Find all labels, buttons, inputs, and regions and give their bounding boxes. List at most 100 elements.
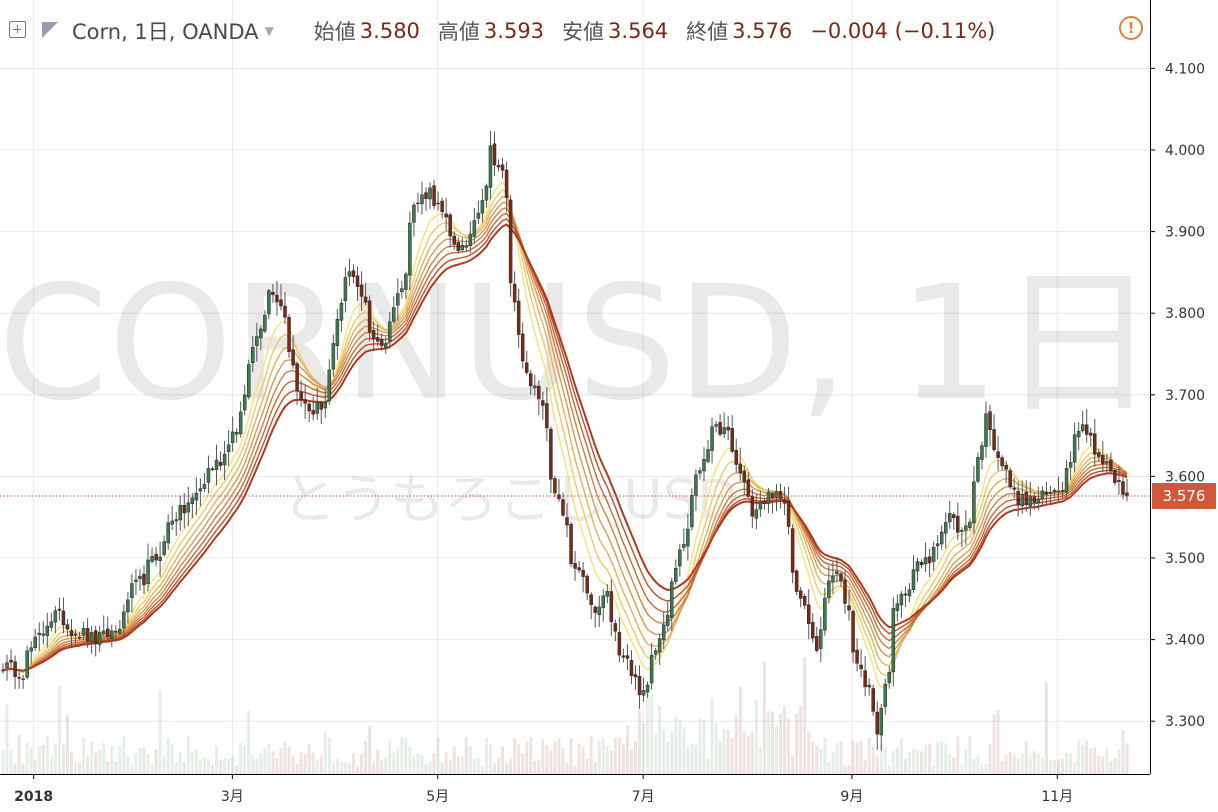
volume-bar [472, 758, 476, 774]
volume-bar [134, 752, 138, 774]
volume-bar [186, 736, 190, 774]
volume-bar [142, 747, 146, 774]
volume-bar [480, 765, 484, 774]
volume-bar [126, 756, 130, 774]
volume-bar [275, 758, 279, 774]
volume-bar [351, 753, 355, 774]
volume-bar [356, 765, 360, 774]
candle-body [992, 429, 996, 450]
candle-body [472, 220, 477, 237]
volume-bar [57, 685, 61, 774]
candle-body [1064, 467, 1069, 493]
candle-body [887, 672, 892, 684]
candle-body [524, 362, 529, 373]
candle-body [198, 488, 203, 492]
candle-body [214, 459, 219, 470]
volume-bar [674, 716, 678, 774]
volume-bar [988, 743, 992, 774]
candle-body [670, 581, 674, 618]
candle-body [456, 242, 460, 251]
volume-bar [505, 763, 509, 774]
volume-bar [642, 723, 646, 774]
candle-body [1052, 489, 1057, 493]
volume-bar [339, 761, 343, 774]
volume-bar [553, 740, 557, 774]
candle-body [581, 570, 585, 577]
candle-body [843, 579, 847, 604]
candle-body [907, 589, 912, 597]
candle-body [13, 661, 17, 677]
price-axis[interactable]: 3.300 3.400 3.500 3.600 3.700 3.800 3.900 4.000… [1150, 61, 1205, 730]
candle-body [263, 314, 267, 332]
candle-body [706, 449, 710, 462]
candle-body [847, 605, 851, 611]
volume-bar [859, 741, 863, 774]
candle-body [383, 343, 388, 348]
candle-body [694, 474, 698, 496]
watermark: CORNUSD, 1日 とうもろこし USD [0, 252, 1157, 531]
warning-icon[interactable]: ! [1119, 16, 1143, 40]
volume-bar [235, 765, 239, 774]
candle-body [343, 277, 348, 302]
candle-body [988, 411, 992, 431]
candle-body [17, 677, 21, 679]
candle-body [520, 333, 525, 362]
volume-bar [758, 747, 762, 774]
volume-bar [569, 738, 573, 774]
candle-body [488, 145, 493, 188]
volume-bar [198, 759, 202, 774]
candle-body [29, 647, 33, 652]
candle-body [665, 614, 670, 626]
candle-body [33, 636, 37, 648]
symbol-dropdown-icon[interactable]: ▼ [264, 24, 274, 38]
candle-body [778, 491, 783, 499]
volume-bar [118, 745, 122, 774]
volume-bar [202, 756, 206, 774]
volume-bar [1077, 739, 1081, 774]
candle-body [617, 632, 622, 656]
candle-body [496, 165, 501, 168]
candle-body [174, 519, 178, 522]
symbol-title[interactable]: Corn, 1日, OANDA [72, 20, 259, 44]
candle-body [802, 596, 807, 606]
volume-bar [573, 765, 577, 774]
candle-body [363, 296, 368, 303]
volume-bar [803, 657, 807, 774]
candle-body [657, 638, 662, 653]
volume-bar [658, 705, 662, 774]
volume-bar [863, 759, 867, 774]
volume-bar [976, 755, 980, 774]
close-label: 終値 [686, 20, 729, 44]
open-label: 始値 [313, 20, 356, 44]
volume-bar [851, 740, 855, 774]
candle-body [682, 544, 686, 548]
candle-body [1080, 424, 1085, 432]
candle-body [1068, 462, 1073, 468]
volume-bar [899, 738, 903, 774]
volume-bar [871, 746, 875, 774]
volume-bar [787, 718, 791, 774]
candle-body [351, 270, 356, 277]
close-value: 3.576 [732, 19, 793, 43]
candle-body [311, 410, 315, 415]
candle-body [404, 273, 408, 290]
volume-bar [557, 738, 561, 774]
candle-body [593, 606, 597, 613]
candle-body [633, 674, 638, 678]
candle-body [613, 623, 618, 632]
candle-body [65, 624, 70, 630]
volume-bar [53, 743, 57, 774]
volume-bar [215, 745, 219, 774]
y-tick-label: 3.500 [1165, 551, 1205, 567]
volume-bar [150, 764, 154, 774]
expand-icon[interactable] [9, 21, 26, 38]
candle-body [234, 431, 239, 435]
volume-bar [436, 736, 440, 774]
volume-bar [517, 744, 521, 774]
volume-bar [360, 754, 364, 774]
candle-body [541, 400, 545, 406]
volume-bar [1057, 760, 1061, 774]
time-axis[interactable]: 2018 3月 5月 7月 9月 11月 [14, 774, 1073, 805]
volume-bar [855, 742, 859, 774]
